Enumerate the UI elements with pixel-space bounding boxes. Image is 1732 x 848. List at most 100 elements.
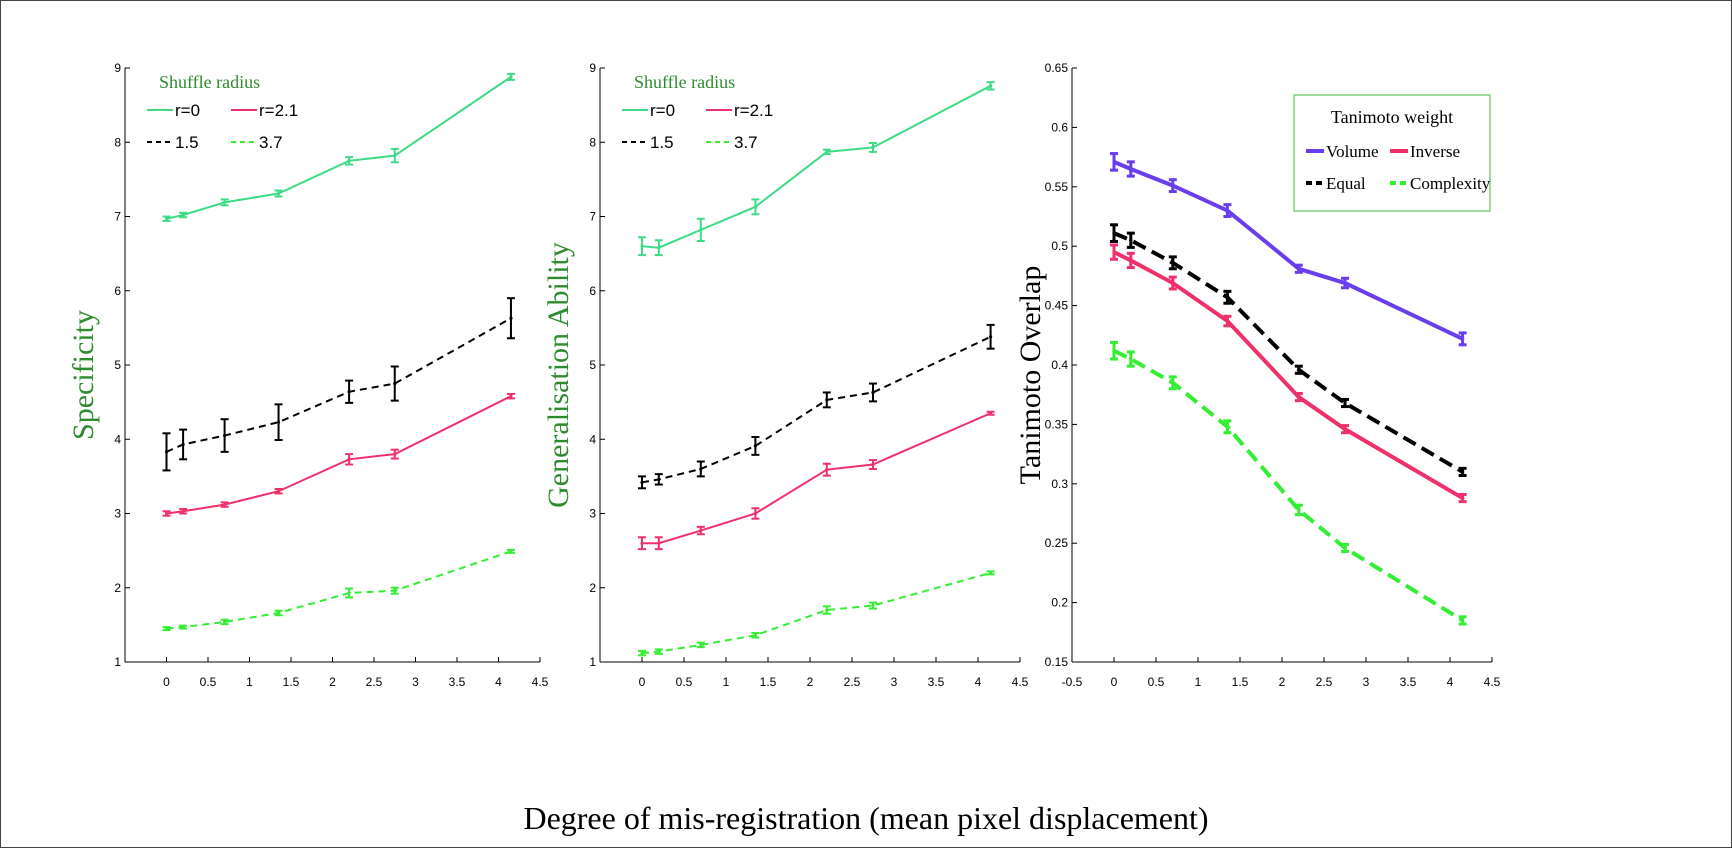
legend: Shuffle radius r=0 r=2.1 1.5 3.7: [147, 72, 298, 152]
x-tick-label: 3: [1363, 675, 1370, 689]
y-tick-label: 5: [114, 358, 121, 372]
data-point: [657, 650, 661, 654]
data-point: [989, 571, 993, 575]
y-tick-label: 0.5: [1051, 239, 1068, 253]
y-axis-label: Tanimoto Overlap: [1014, 266, 1047, 485]
series-line: [166, 550, 512, 630]
data-point: [509, 75, 513, 79]
data-point: [753, 205, 758, 209]
data-point: [871, 603, 875, 608]
y-tick-label: 9: [114, 61, 121, 75]
data-point: [1171, 261, 1175, 265]
data-point: [347, 457, 351, 461]
data-point: [699, 643, 703, 647]
y-tick-label: 0.25: [1045, 536, 1069, 550]
data-point: [1171, 281, 1175, 285]
x-tick-label: 2.5: [366, 675, 383, 689]
x-tick-label: 3: [412, 675, 419, 689]
shared-x-axis-label: Degree of mis-registration (mean pixel d…: [523, 800, 1209, 836]
y-tick-label: 0.3: [1051, 477, 1068, 491]
y-tick-label: 0.15: [1045, 655, 1069, 669]
legend-title: Shuffle radius: [634, 72, 735, 92]
chart-2: 1 2 3 4 5 6 7 8 9 0 0.5 1 1.5 2 2.5 3 3.5 4 4.5 Generalisat…: [542, 61, 1029, 689]
y-tick-label: 0.4: [1051, 358, 1068, 372]
y-tick-label: 7: [589, 210, 596, 224]
data-point: [181, 625, 185, 629]
y-tick-label: 0.65: [1045, 61, 1069, 75]
data-point: [223, 200, 227, 204]
data-point: [1112, 349, 1116, 353]
y-tick-label: 6: [114, 284, 121, 298]
x-tick-label: 3.5: [928, 675, 945, 689]
data-point: [347, 390, 351, 394]
x-tick-label: 0.5: [200, 675, 217, 689]
data-point: [989, 411, 993, 415]
data-point: [1129, 238, 1133, 242]
data-point: [753, 511, 758, 516]
data-point: [640, 244, 644, 248]
x-tick-label: 4: [495, 675, 502, 689]
series-1-5: [638, 323, 995, 490]
data-point: [223, 620, 227, 624]
y-tick-label: 0.35: [1045, 417, 1069, 431]
y-tick-label: 4: [114, 432, 121, 446]
x-tick-label: 2: [1279, 675, 1286, 689]
data-point: [223, 502, 227, 507]
series-line: [641, 335, 992, 484]
y-axis-label: Specificity: [67, 310, 100, 440]
data-point: [164, 217, 169, 221]
series-line: [166, 76, 512, 220]
data-point: [393, 154, 397, 158]
data-point: [640, 651, 644, 655]
series-volume: [1110, 152, 1467, 347]
data-point: [657, 541, 661, 545]
data-point: [640, 541, 644, 545]
series-line: [166, 317, 512, 453]
legend-label: r=0: [650, 101, 675, 120]
data-point: [1343, 427, 1347, 431]
data-point: [989, 335, 993, 339]
data-point: [1129, 258, 1133, 263]
series-line: [1113, 231, 1464, 474]
data-point: [276, 420, 281, 424]
data-point: [393, 589, 397, 593]
data-point: [989, 84, 993, 88]
data-point: [1343, 401, 1347, 405]
data-point: [393, 452, 397, 456]
legend-title: Shuffle radius: [159, 72, 260, 92]
data-point: [276, 611, 281, 615]
x-tick-label: 4.5: [1012, 675, 1029, 689]
series-equal: [1110, 223, 1467, 477]
y-tick-label: 1: [589, 655, 596, 669]
legend-label: 3.7: [259, 133, 283, 152]
series-line: [1113, 250, 1464, 500]
chart-1: 1 2 3 4 5 6 7 8 9 0 0.5 1 1.5 2 2.5 3 3.5 4 4.5 Specificity…: [67, 61, 549, 689]
data-point: [276, 191, 281, 196]
series-complexity: [1110, 340, 1467, 626]
data-point: [871, 462, 875, 467]
data-point: [699, 528, 703, 533]
data-point: [509, 394, 513, 398]
series-r-0: [638, 81, 995, 257]
data-point: [1297, 368, 1301, 372]
data-point: [657, 246, 661, 250]
x-tick-label: 2: [807, 675, 814, 689]
data-point: [1171, 184, 1175, 188]
y-tick-label: 4: [589, 432, 596, 446]
series-r-2-1: [638, 410, 995, 551]
data-point: [871, 390, 875, 395]
data-point: [164, 511, 169, 516]
x-tick-label: 2.5: [844, 675, 861, 689]
data-point: [825, 468, 829, 472]
x-tick-label: 4.5: [532, 675, 549, 689]
data-point: [347, 591, 351, 595]
legend-label: Equal: [1326, 174, 1366, 193]
data-point: [640, 480, 644, 484]
y-axis-label: Generalisation Ability: [542, 242, 575, 508]
data-point: [1225, 208, 1229, 213]
y-tick-label: 8: [589, 135, 596, 149]
x-tick-label: -0.5: [1062, 675, 1083, 689]
data-point: [1112, 250, 1116, 254]
data-point: [1343, 281, 1347, 285]
